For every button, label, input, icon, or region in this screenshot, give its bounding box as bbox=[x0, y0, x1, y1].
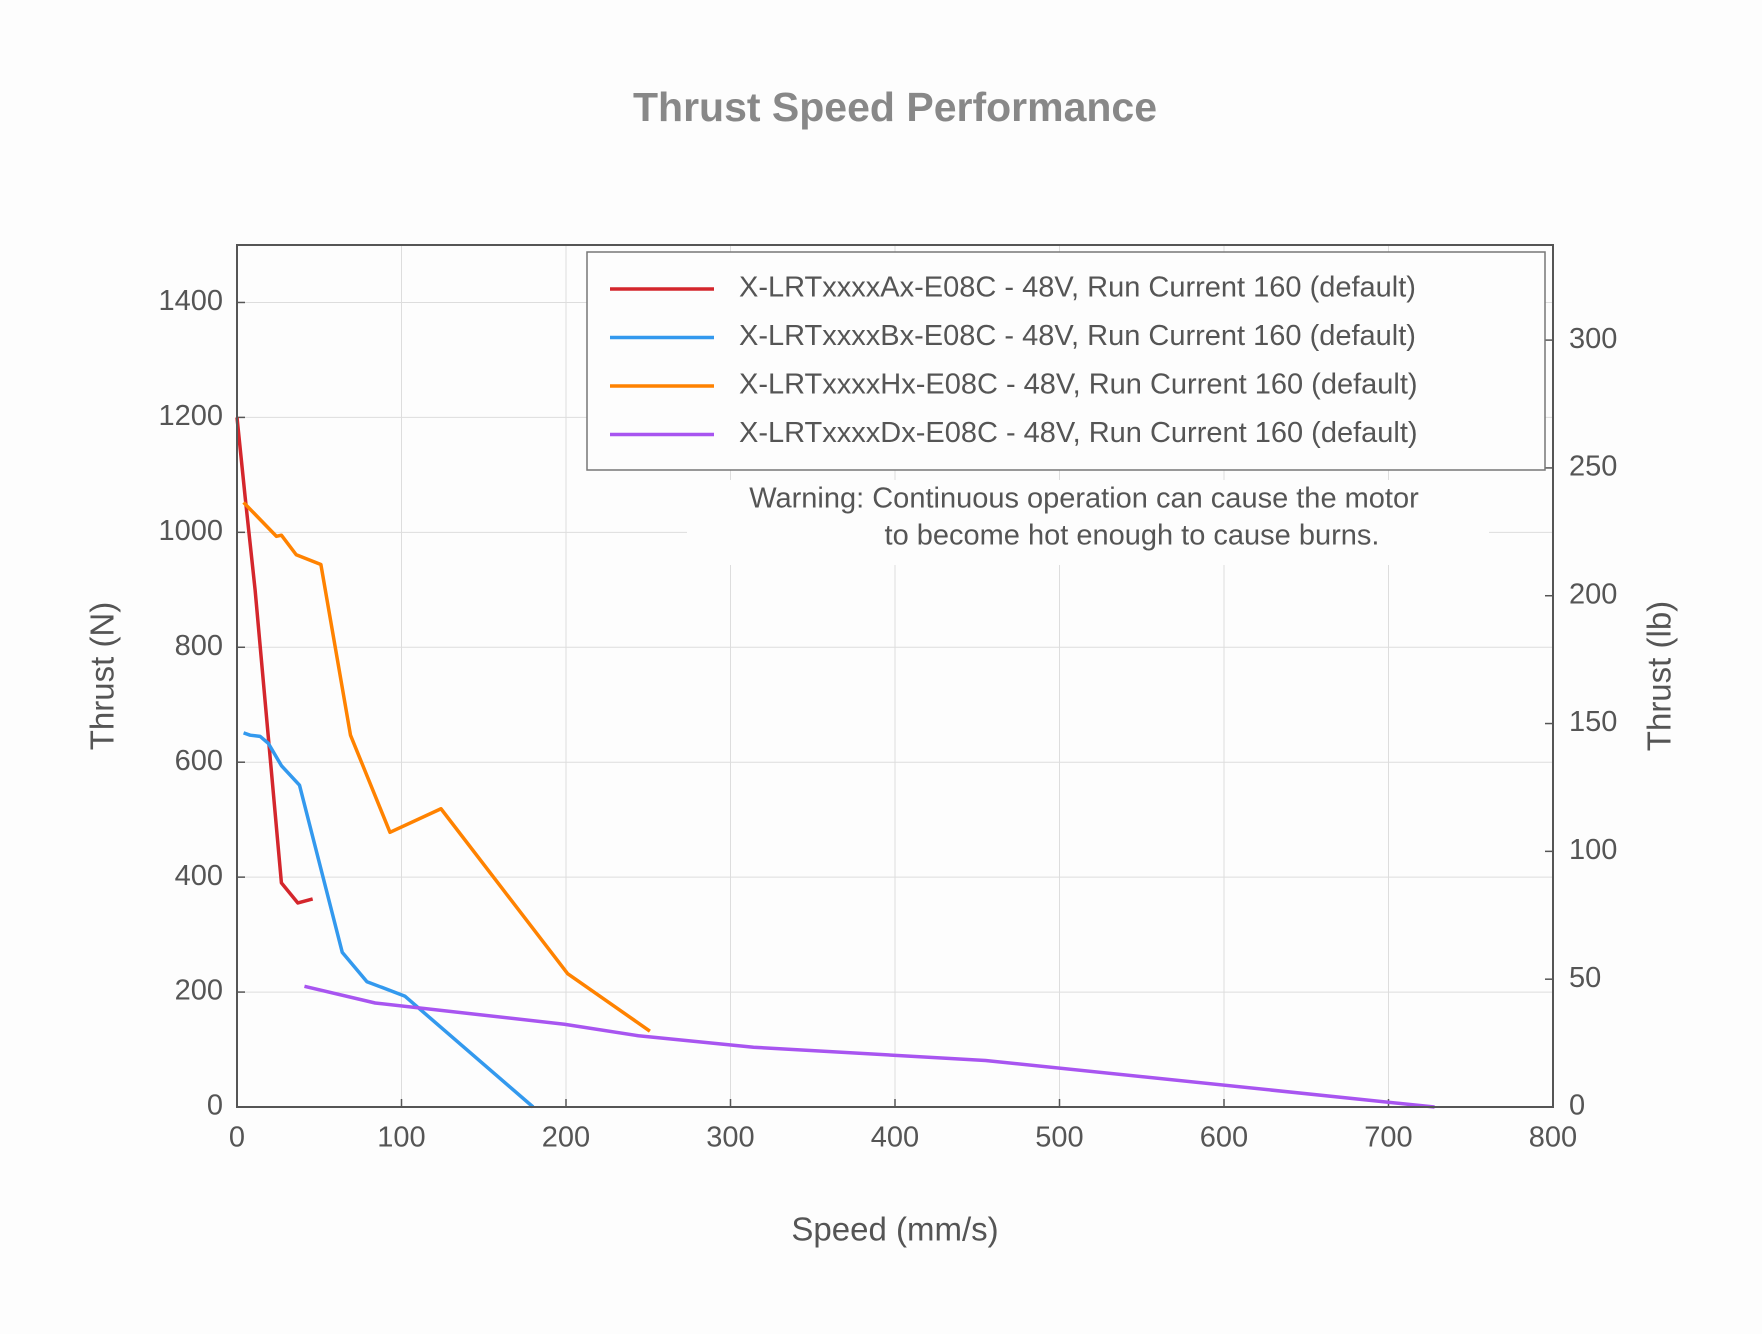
x-tick-label: 0 bbox=[229, 1122, 245, 1154]
y-axis-label: Thrust (N) bbox=[84, 602, 121, 751]
x-tick-label: 600 bbox=[1200, 1122, 1248, 1154]
legend-label: X-LRTxxxxAx-E08C - 48V, Run Current 160 … bbox=[739, 272, 1416, 304]
y2-tick-label: 50 bbox=[1569, 962, 1601, 994]
y-tick-label: 0 bbox=[207, 1090, 223, 1122]
series-line bbox=[304, 984, 1435, 1109]
y2-tick-label: 300 bbox=[1569, 323, 1617, 355]
plot-frame bbox=[236, 244, 1554, 1108]
annotation-background bbox=[687, 480, 1489, 565]
x-tick-label: 700 bbox=[1364, 1122, 1412, 1154]
y2-tick-label: 250 bbox=[1569, 451, 1617, 483]
y2-tick-label: 150 bbox=[1569, 706, 1617, 738]
y-tick-label: 1400 bbox=[158, 285, 223, 317]
x-tick-label: 200 bbox=[542, 1122, 590, 1154]
x-tick-label: 500 bbox=[1035, 1122, 1083, 1154]
y-tick-label: 400 bbox=[175, 860, 223, 892]
annotation: Warning: Continuous operation can cause … bbox=[749, 483, 1419, 515]
x-tick-label: 100 bbox=[377, 1122, 425, 1154]
x-tick-label: 300 bbox=[706, 1122, 754, 1154]
y-tick-label: 600 bbox=[175, 745, 223, 777]
legend-box bbox=[586, 251, 1546, 471]
legend-label: X-LRTxxxxBx-E08C - 48V, Run Current 160 … bbox=[739, 320, 1416, 352]
y2-tick-label: 100 bbox=[1569, 834, 1617, 866]
y2-axis-label: Thrust (lb) bbox=[1641, 601, 1678, 751]
annotation: to become hot enough to cause burns. bbox=[885, 520, 1380, 552]
series-line bbox=[243, 731, 535, 1109]
legend-label: X-LRTxxxxDx-E08C - 48V, Run Current 160 … bbox=[739, 417, 1418, 449]
x-axis-label: Speed (mm/s) bbox=[791, 1211, 998, 1248]
y-tick-label: 1000 bbox=[158, 515, 223, 547]
legend-label: X-LRTxxxxHx-E08C - 48V, Run Current 160 … bbox=[739, 369, 1418, 401]
x-tick-label: 400 bbox=[871, 1122, 919, 1154]
y-tick-label: 200 bbox=[175, 975, 223, 1007]
y2-tick-label: 200 bbox=[1569, 578, 1617, 610]
y-tick-label: 800 bbox=[175, 630, 223, 662]
chart-title: Thrust Speed Performance bbox=[633, 84, 1157, 130]
x-tick-label: 800 bbox=[1529, 1122, 1577, 1154]
series-line bbox=[235, 417, 314, 905]
y2-tick-label: 0 bbox=[1569, 1090, 1585, 1122]
y-tick-label: 1200 bbox=[158, 400, 223, 432]
series-line bbox=[242, 501, 651, 1033]
